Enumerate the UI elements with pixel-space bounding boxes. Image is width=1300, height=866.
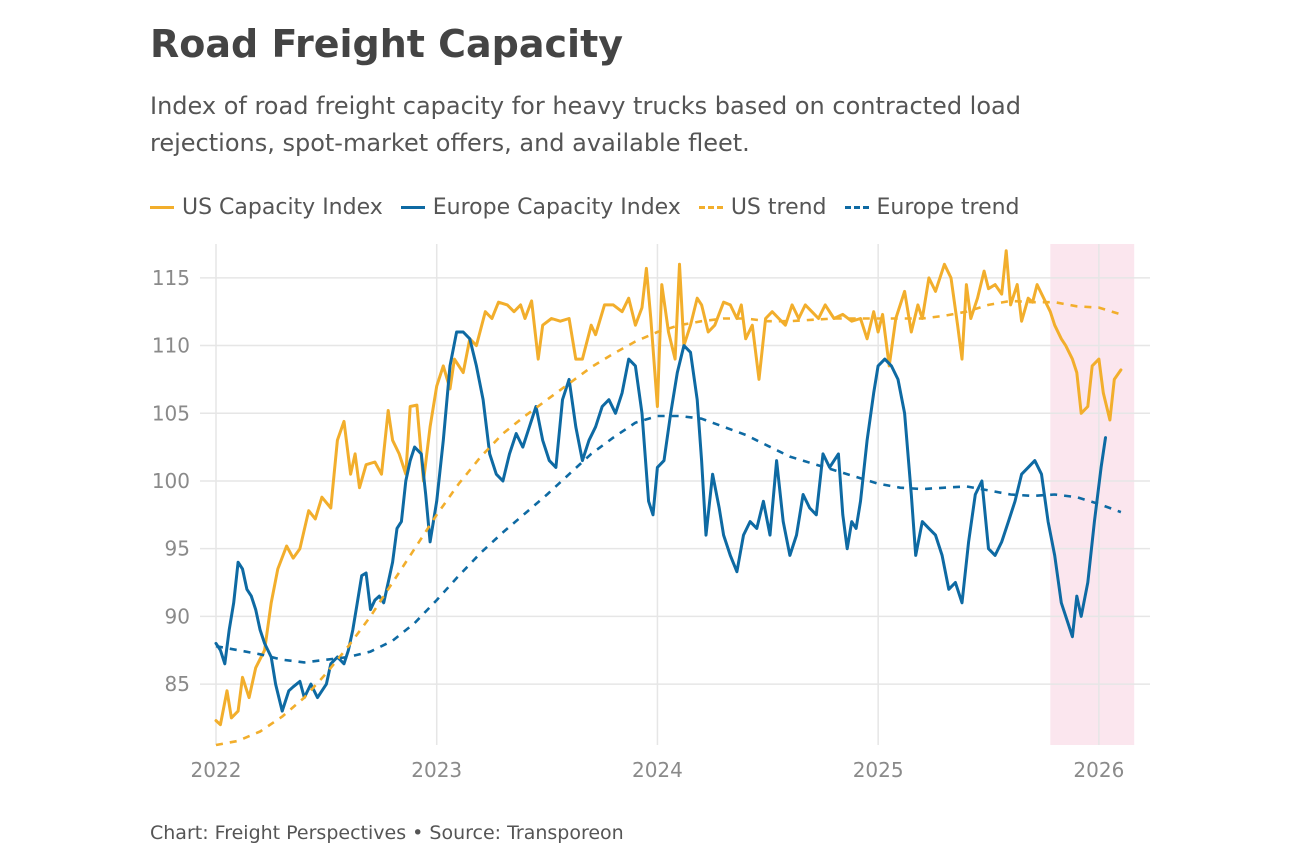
legend-label-europe-trend: Europe trend xyxy=(876,194,1020,220)
chart-title: Road Freight Capacity xyxy=(150,22,624,66)
legend-item-us-trend[interactable]: US trend xyxy=(698,194,827,220)
legend-swatch-europe-capacity xyxy=(400,205,425,209)
y-tick-label-95: 95 xyxy=(165,537,190,561)
x-tick-label-2022: 2022 xyxy=(191,758,242,782)
series-line-us-capacity-index xyxy=(214,249,1123,727)
legend-item-us-capacity[interactable]: US Capacity Index xyxy=(150,195,383,220)
y-tick-label-100: 100 xyxy=(152,469,190,493)
x-tick-label-2025: 2025 xyxy=(853,758,904,782)
legend-swatch-europe-trend xyxy=(844,205,869,209)
highlight-band xyxy=(1050,244,1135,745)
legend-swatch-us-capacity xyxy=(150,205,174,209)
y-tick-label-90: 90 xyxy=(165,604,190,628)
x-tick-label-2026: 2026 xyxy=(1073,758,1124,782)
legend-item-europe-trend[interactable]: Europe trend xyxy=(844,194,1020,220)
legend-swatch-us-trend xyxy=(698,205,723,209)
legend-label-us-trend: US trend xyxy=(730,194,827,220)
legend-label-europe-capacity: Europe Capacity Index xyxy=(432,194,681,220)
chart-legend: US Capacity Index Europe Capacity Index … xyxy=(150,192,1038,222)
chart-subtitle: Index of road freight capacity for heavy… xyxy=(150,92,1021,157)
x-tick-label-2023: 2023 xyxy=(411,758,462,782)
chart-source-footer: Chart: Freight Perspectives • Source: Tr… xyxy=(150,822,624,844)
y-tick-label-105: 105 xyxy=(152,401,190,425)
legend-item-europe-capacity[interactable]: Europe Capacity Index xyxy=(400,194,681,220)
series-line-us-trend xyxy=(215,299,1122,747)
series-line-europe-trend xyxy=(215,414,1122,664)
y-tick-label-85: 85 xyxy=(165,672,190,696)
y-tick-label-115: 115 xyxy=(152,266,190,290)
series-line-europe-capacity-index xyxy=(214,330,1107,713)
legend-label-us-capacity: US Capacity Index xyxy=(182,194,383,220)
y-tick-label-110: 110 xyxy=(152,334,190,358)
x-tick-label-2024: 2024 xyxy=(632,758,683,782)
